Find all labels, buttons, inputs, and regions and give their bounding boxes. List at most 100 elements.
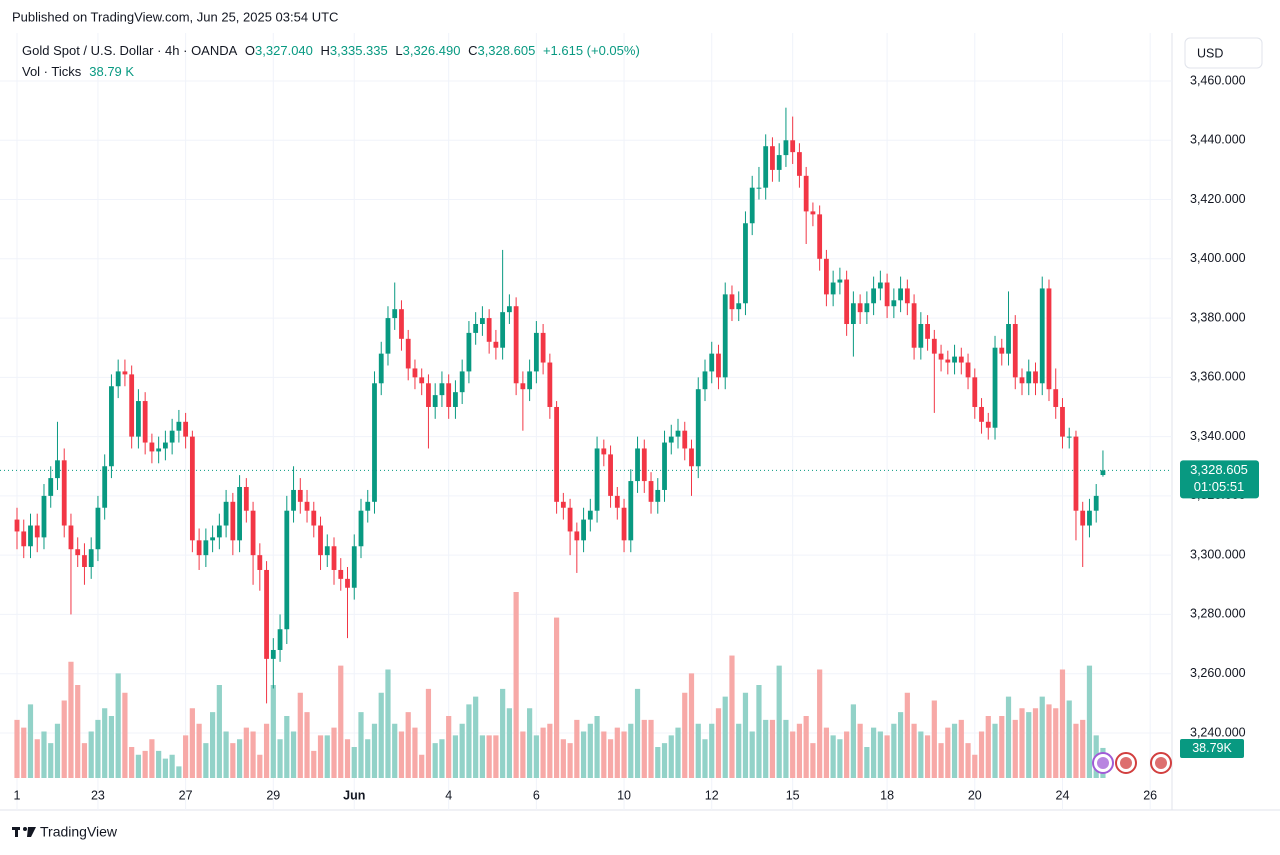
candle-body [1039, 288, 1045, 384]
volume-bar [567, 743, 573, 778]
candle-body [176, 421, 182, 431]
volume-bar [924, 735, 931, 778]
volume-bar [412, 727, 418, 778]
ohlc-key: H [320, 43, 330, 58]
volume-bar [1026, 712, 1032, 778]
volume-bar [884, 735, 890, 778]
candle-body [196, 540, 202, 556]
candle-body [304, 501, 310, 511]
candle-body [985, 421, 991, 428]
candle-body [668, 436, 674, 443]
volume-bar [122, 692, 128, 778]
volume-bar [34, 739, 40, 778]
volume-bar [452, 735, 459, 778]
candle-body [776, 155, 782, 170]
candle-body [439, 383, 445, 396]
volume-name: Vol · Ticks [22, 64, 82, 79]
candle-body [95, 507, 101, 550]
candle-body [783, 140, 789, 156]
volume-bar [500, 688, 506, 778]
candle-body [945, 359, 951, 363]
volume-pane [14, 592, 1106, 778]
volume-legend: Vol · Ticks 38.79 K [22, 64, 138, 79]
volume-bar [844, 731, 850, 778]
volume-bar [736, 723, 742, 778]
volume-bar [628, 723, 634, 778]
candle-body [291, 489, 296, 511]
candle-body [574, 531, 580, 541]
volume-bar [864, 747, 870, 778]
candle-body [891, 300, 897, 307]
candle-body [378, 353, 384, 384]
candle-body [850, 303, 856, 325]
x-tick-label: 10 [617, 788, 631, 802]
volume-value: 38.79 K [89, 64, 135, 79]
candle-body [21, 531, 27, 547]
volume-bar [216, 685, 222, 778]
y-tick-label: 3,280.000 [1190, 607, 1246, 621]
candle-body [412, 368, 418, 378]
volume-bar [385, 669, 391, 778]
currency-box[interactable] [1184, 37, 1263, 69]
y-tick-label: 3,440.000 [1190, 133, 1246, 147]
candle-body [594, 448, 600, 511]
volume-bar [317, 735, 324, 778]
volume-bar [533, 735, 539, 778]
volume-bar [297, 692, 303, 778]
candle-body [277, 629, 283, 650]
volume-bar [263, 723, 270, 778]
candle-body [473, 324, 479, 333]
candles [14, 107, 1106, 704]
volume-bar [540, 727, 546, 778]
candle-body [1026, 371, 1032, 384]
candle-body [749, 187, 755, 224]
volume-bar [763, 719, 769, 778]
grid [0, 33, 1172, 810]
x-tick-label: 23 [91, 788, 105, 802]
volume-bar [547, 723, 553, 778]
event-icon-inner [1155, 757, 1167, 769]
candle-body [830, 282, 836, 295]
y-tick-label: 3,240.000 [1190, 725, 1246, 739]
volume-bar [162, 758, 168, 778]
candle-body [48, 478, 54, 496]
candle-body [797, 152, 802, 176]
volume-bar [661, 743, 668, 778]
volume-bar [1080, 719, 1086, 778]
volume-bar [459, 723, 465, 778]
candle-body [480, 318, 485, 325]
candle-body [513, 306, 519, 384]
ohlc-key: O [244, 43, 256, 58]
candle-body [500, 312, 506, 348]
last-price-box [1180, 460, 1259, 499]
candle-body [102, 466, 108, 508]
candle-body [952, 356, 957, 363]
candle-body [763, 146, 769, 188]
volume-bar [965, 743, 971, 778]
currency: USD [1197, 46, 1223, 60]
volume-bar [803, 716, 809, 778]
volume-bar [702, 739, 708, 778]
ohlc-value: 3,328.605 [477, 43, 536, 58]
volume-bar [601, 731, 607, 778]
candle-body [189, 436, 195, 541]
candle-body [877, 282, 883, 289]
volume-bar [27, 704, 34, 778]
volume-bar [169, 754, 175, 778]
candle-body [486, 318, 492, 342]
candle-body [844, 279, 850, 325]
candle-body [1060, 406, 1065, 437]
y-tick-label: 3,460.000 [1190, 73, 1246, 87]
volume-bar [1005, 696, 1012, 778]
volume-bar [439, 739, 445, 778]
candle-body [318, 525, 323, 556]
candle-body [999, 347, 1005, 354]
candle-body [824, 258, 829, 295]
volume-bar [776, 665, 782, 778]
volume-bar [129, 747, 135, 778]
candle-body [41, 495, 47, 538]
candle-body [331, 546, 337, 570]
volume-bar [729, 655, 735, 778]
volume-bar [156, 750, 162, 778]
volume-bar [554, 617, 560, 778]
